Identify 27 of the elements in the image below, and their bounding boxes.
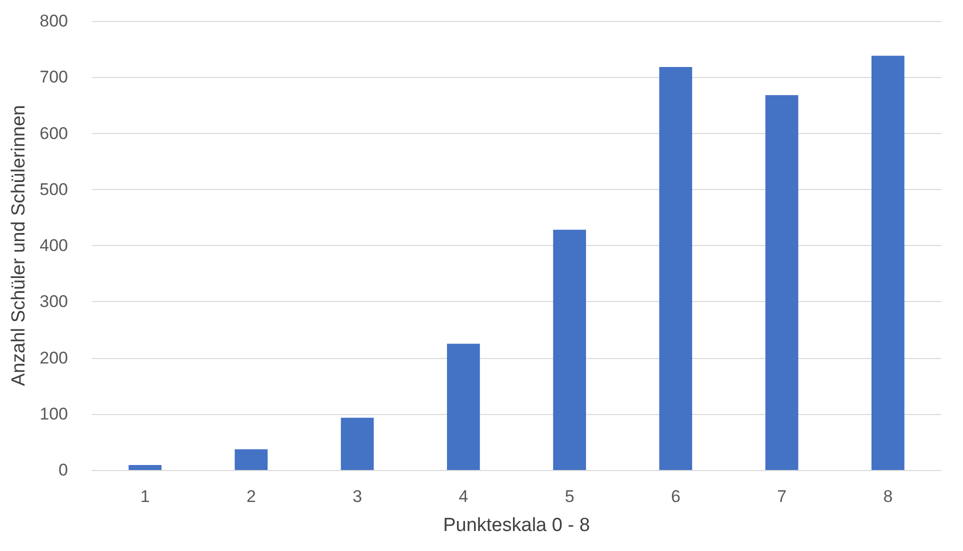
y-tick-label: 700 (40, 68, 68, 87)
bar (659, 67, 692, 470)
x-axis-title: Punkteskala 0 - 8 (443, 515, 590, 536)
bar (128, 464, 162, 470)
y-tick-label: 200 (40, 348, 68, 368)
bar (234, 449, 268, 470)
x-tick-label: 1 (140, 487, 150, 506)
x-tick-label: 6 (670, 487, 680, 506)
x-tick-label: 5 (564, 487, 574, 506)
bar (871, 56, 904, 470)
y-tick-label: 400 (40, 236, 68, 255)
bar (446, 344, 480, 470)
x-tick-label: 4 (458, 487, 468, 506)
x-tick-label: 2 (246, 487, 256, 506)
x-tick-label: 3 (352, 487, 362, 506)
y-tick-label: 500 (40, 180, 68, 199)
y-tick-label: 100 (40, 404, 68, 424)
x-tick-label: 8 (883, 487, 893, 506)
bar (553, 230, 586, 470)
y-tick-label: 600 (40, 124, 68, 143)
y-tick-label: 300 (40, 292, 68, 312)
bar (340, 418, 374, 470)
bar (765, 95, 798, 470)
y-tick-label: 800 (40, 12, 68, 30)
x-tick-label: 7 (777, 487, 787, 506)
y-axis-title: Anzahl Schüler und Schülerinnen (8, 105, 30, 386)
y-tick-label: 0 (58, 460, 68, 480)
